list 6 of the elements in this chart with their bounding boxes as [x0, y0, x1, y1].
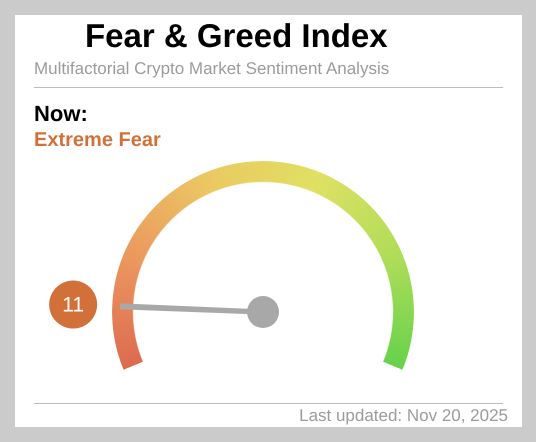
text: Fear & Greed Index — [85, 17, 388, 54]
data-label: 11 — [62, 293, 84, 316]
text: Last updated: Nov 20, 2025 — [299, 406, 508, 425]
text: Extreme Fear — [34, 129, 161, 151]
text: Now: — [34, 101, 88, 126]
text: Multifactorial Crypto Market Sentiment Analysis — [34, 59, 390, 78]
